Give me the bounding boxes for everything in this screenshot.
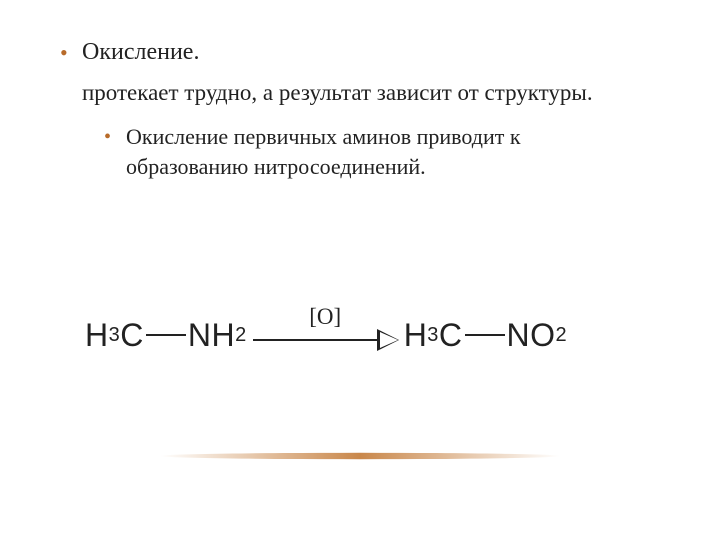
bullet-dot-icon: • — [104, 124, 111, 151]
equation-row: H3C NH2 [O] H3C NO2 — [85, 275, 625, 395]
bullet-item-oxidation: • Окисление. протекает трудно, а результ… — [60, 36, 670, 182]
arrow-line-icon — [253, 339, 380, 341]
bond-line — [465, 334, 505, 336]
slide: • Окисление. протекает трудно, а результ… — [0, 0, 720, 540]
atom-H: H — [85, 317, 109, 354]
bullet-item-primary-amines: • Окисление первичных аминов приводит к … — [104, 122, 636, 181]
arrow-head-fill-icon — [380, 332, 398, 348]
reaction-arrow: [O] — [253, 310, 398, 360]
bullet-body: протекает трудно, а результат зависит от… — [82, 78, 602, 108]
arrow-label: [O] — [253, 304, 398, 330]
bullet-text: Окисление первичных аминов приводит к об… — [126, 124, 521, 179]
bullet-list-level1: • Окисление. протекает трудно, а результ… — [0, 0, 720, 182]
group-NO: NO — [507, 317, 556, 354]
product-molecule: H3C NO2 — [404, 317, 567, 354]
bullet-title: Окисление. — [82, 39, 199, 65]
atom-C: C — [439, 317, 463, 354]
decorative-rule-icon — [160, 452, 560, 460]
chemical-equation: H3C NH2 [O] H3C NO2 — [85, 275, 625, 395]
bullet-dot-icon: • — [60, 38, 68, 68]
reactant-molecule: H3C NH2 — [85, 317, 247, 354]
bond-line — [146, 334, 186, 336]
group-NH: NH — [188, 317, 235, 354]
atom-C: C — [120, 317, 144, 354]
bullet-list-level2: • Окисление первичных аминов приводит к … — [82, 122, 670, 181]
atom-H: H — [404, 317, 428, 354]
